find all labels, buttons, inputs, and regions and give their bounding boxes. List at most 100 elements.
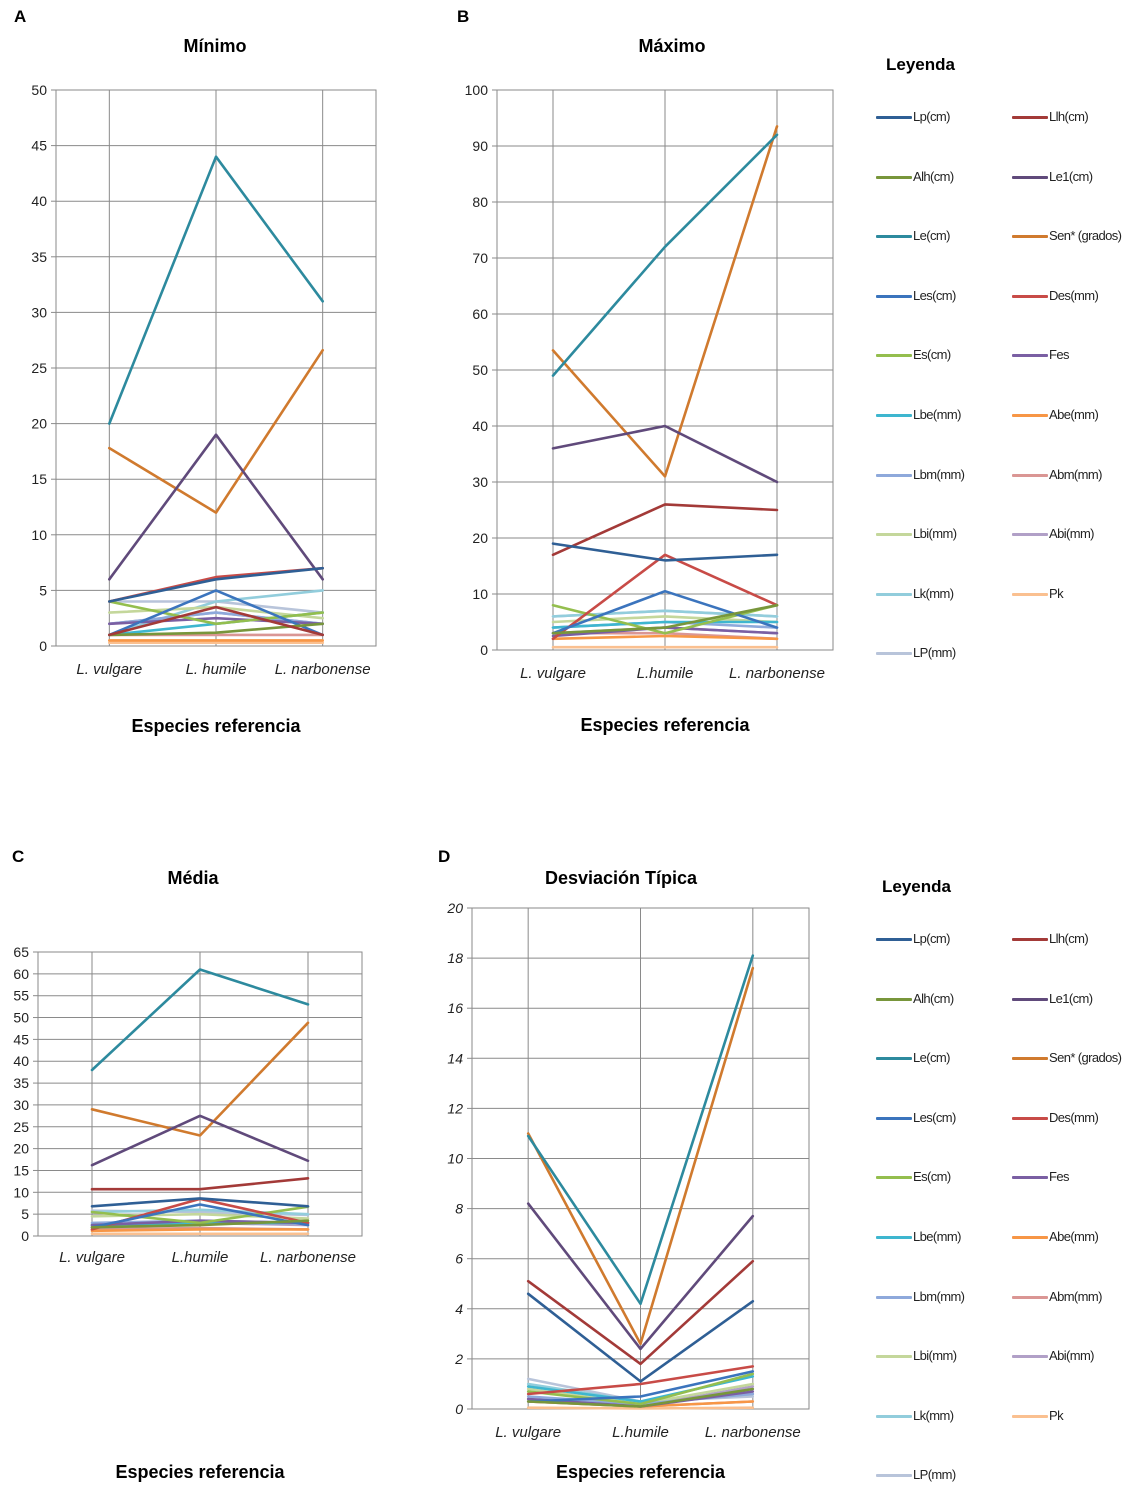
y-tick-label: 40 (13, 1053, 29, 1069)
chart-title: Máximo (638, 36, 705, 56)
legend-label: Abm(mm) (1049, 466, 1102, 482)
series-line (551, 503, 779, 557)
legend-swatch (876, 354, 912, 358)
series-line (526, 1202, 755, 1351)
legend-swatch (1012, 1414, 1048, 1418)
legend-swatch (876, 938, 912, 941)
y-tick-label: 2 (454, 1351, 463, 1367)
legend-label: Abi(mm) (1049, 526, 1095, 542)
series-line (90, 1228, 310, 1233)
legend-swatch (1012, 294, 1048, 298)
series-line (108, 589, 325, 637)
legend-swatch (876, 1474, 912, 1478)
series-line (526, 1372, 755, 1406)
series-line (90, 1114, 310, 1167)
y-tick-label: 8 (455, 1201, 463, 1217)
y-tick-label: 60 (472, 306, 488, 322)
legend-label: Abe(mm) (1049, 407, 1099, 422)
y-tick-label: 30 (31, 304, 47, 320)
legend-swatch (876, 1057, 912, 1061)
legend-label: Alh(cm) (913, 990, 954, 1006)
y-tick-label: 10 (447, 1151, 463, 1167)
series-line (90, 1197, 310, 1208)
series-line (108, 348, 325, 514)
legend-label: Les(cm) (913, 287, 956, 303)
legend-swatch (876, 533, 912, 537)
legend-label: Fes (1049, 347, 1069, 363)
panel-letter: A (14, 7, 26, 26)
legend-label: Llh(cm) (1049, 931, 1089, 946)
legend-label: Le1(cm) (1049, 990, 1093, 1006)
series-line (551, 424, 779, 484)
legend-swatch (1012, 116, 1048, 119)
x-axis-label: Especies referencia (580, 715, 750, 735)
series-line (108, 616, 325, 626)
legend-swatch (1012, 1116, 1048, 1120)
legend-label: Pk (1049, 585, 1064, 601)
legend-swatch (1012, 414, 1048, 417)
legend-label: Lk(mm) (913, 585, 954, 601)
legend-swatch (1012, 533, 1048, 537)
y-tick-label: 12 (447, 1100, 463, 1116)
y-tick-label: 35 (13, 1075, 29, 1091)
legend-swatch (876, 414, 912, 417)
legend-swatch (876, 1236, 912, 1239)
y-tick-label: 45 (13, 1031, 29, 1047)
x-tick-label: L.humile (612, 1424, 669, 1441)
x-tick-label: L. narbonense (705, 1424, 801, 1441)
series-line (526, 1370, 755, 1403)
series-line (526, 1387, 755, 1408)
x-axis-label: Especies referencia (115, 1462, 285, 1482)
y-tick-label: 15 (31, 471, 47, 487)
series-line (90, 968, 310, 1072)
legend-label: Sen* (grados) (1049, 228, 1122, 244)
legend-swatch (1012, 997, 1048, 1001)
series-line (526, 1365, 755, 1396)
x-tick-label: L. narbonense (275, 661, 371, 678)
series-line (108, 605, 325, 637)
chart-panel-a: A Mínimo 0 5 10 15 20 25 30 35 40 45 50 L. vulgare L. … (14, 7, 377, 736)
y-tick-label: 100 (465, 82, 489, 98)
chart-panel-b: B Máximo 0 10 20 30 40 50 60 70 80 90 100 L. vulgare L… (457, 7, 834, 735)
legend-label: Abi(mm) (1049, 1348, 1095, 1364)
legend-label: Lbe(mm) (913, 1229, 961, 1244)
legend-swatch (1012, 1355, 1048, 1359)
legend-label: Le(cm) (913, 228, 950, 244)
legend-swatch (1012, 175, 1048, 179)
chart-panel-d: D Desviación Típica 0 2 4 6 8 10 12 14 16 18 20 L. vu… (438, 847, 810, 1482)
x-tick-label: L. narbonense (260, 1249, 356, 1266)
series-line (551, 603, 779, 635)
y-tick-label: 50 (472, 362, 488, 378)
legend-label: Des(mm) (1049, 1109, 1099, 1125)
legend-swatch (876, 1116, 912, 1120)
y-tick-label: 25 (31, 360, 47, 376)
legend-label: Es(cm) (913, 347, 951, 363)
y-tick-label: 14 (447, 1050, 463, 1066)
legend-swatch (876, 235, 912, 239)
series-line (90, 1205, 310, 1225)
panel-letter: C (12, 847, 24, 866)
legend-label: Es(cm) (913, 1169, 951, 1185)
x-axis-label: Especies referencia (131, 716, 301, 736)
x-tick-label: L. humile (186, 661, 247, 678)
series-line (551, 634, 779, 641)
y-tick-label: 35 (31, 249, 47, 265)
legend-label: Le(cm) (913, 1050, 950, 1066)
series-line (108, 589, 325, 637)
series-line (108, 433, 325, 581)
y-tick-label: 0 (39, 638, 47, 654)
x-tick-label: L.humile (637, 665, 694, 682)
legend-swatch (876, 652, 912, 656)
y-tick-label: 4 (455, 1301, 463, 1317)
legend-title: Leyenda (882, 877, 951, 896)
legend-label: Des(mm) (1049, 287, 1099, 303)
y-tick-label: 0 (21, 1228, 29, 1244)
legend-label: Llh(cm) (1049, 109, 1089, 124)
y-tick-label: 18 (447, 950, 463, 966)
chart-title: Média (167, 868, 219, 888)
y-tick-label: 0 (455, 1401, 463, 1417)
y-tick-label: 6 (455, 1251, 463, 1267)
series-line (108, 155, 325, 425)
y-tick-label: 25 (13, 1119, 29, 1135)
